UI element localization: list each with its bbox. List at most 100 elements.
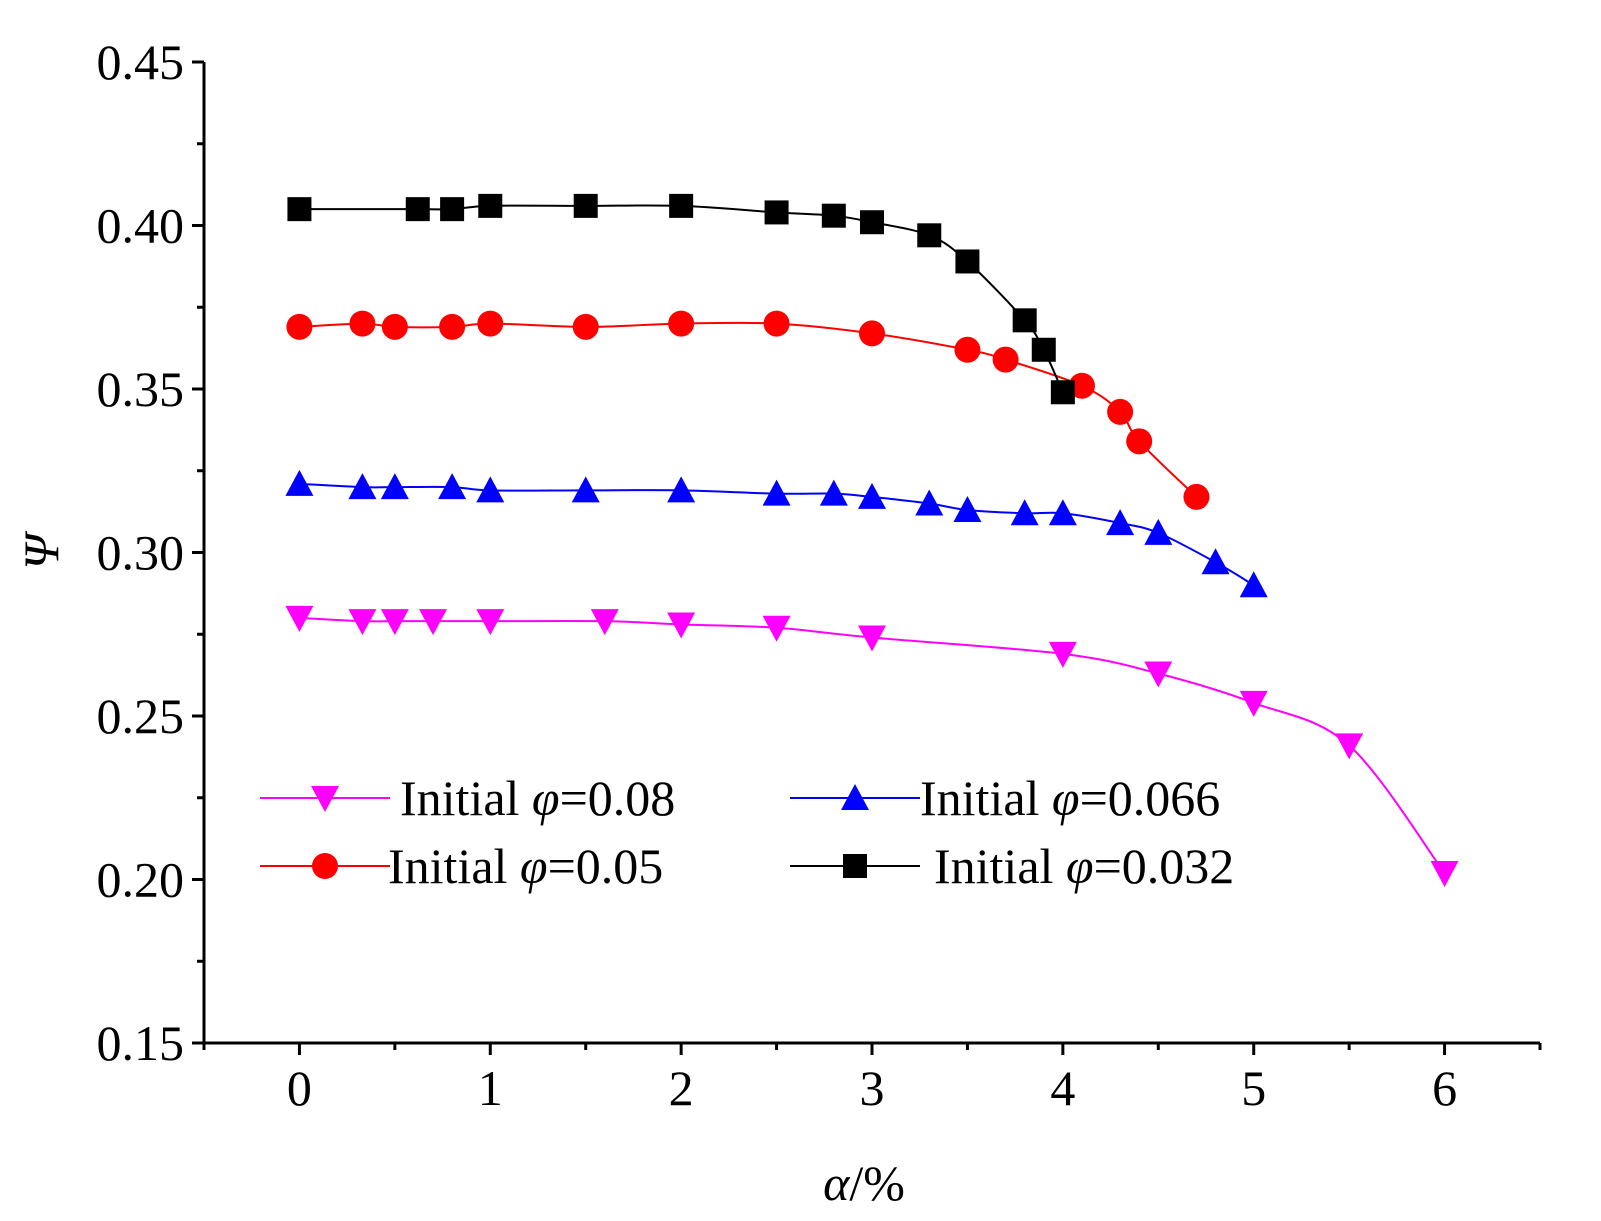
series-line xyxy=(299,321,1198,498)
data-point xyxy=(477,310,504,337)
series-2 xyxy=(286,310,1210,510)
y-tick-label: 0.30 xyxy=(97,525,185,581)
data-point xyxy=(419,609,448,636)
data-point xyxy=(1239,571,1268,598)
legend-item: Initial φ=0.032 xyxy=(790,838,1234,894)
data-point xyxy=(476,476,505,503)
data-point xyxy=(571,476,600,503)
legend-marker xyxy=(312,853,338,879)
legend-label: Initial φ=0.066 xyxy=(920,770,1220,826)
data-point xyxy=(1010,499,1039,526)
data-point xyxy=(380,473,409,500)
data-point xyxy=(1144,518,1173,545)
data-point xyxy=(478,193,503,218)
x-axis-title-variable: α xyxy=(823,1155,851,1211)
data-point xyxy=(764,200,789,225)
data-point xyxy=(1048,641,1077,668)
data-point xyxy=(821,203,846,228)
data-point xyxy=(762,615,791,642)
series-0 xyxy=(285,605,1459,887)
x-tick-label: 6 xyxy=(1432,1060,1457,1116)
legend-label-value: =0.05 xyxy=(548,838,664,894)
legend-marker xyxy=(311,786,339,812)
data-point xyxy=(440,197,465,222)
data-point xyxy=(348,609,377,636)
legend-item: Initial φ=0.08 xyxy=(260,770,675,826)
legend-label-value: =0.066 xyxy=(1080,770,1221,826)
x-tick-label: 5 xyxy=(1241,1060,1266,1116)
data-point xyxy=(668,310,695,337)
data-point xyxy=(572,313,599,340)
data-point xyxy=(573,193,598,218)
series-layer xyxy=(285,193,1459,887)
data-point xyxy=(858,482,886,509)
y-tick-label: 0.40 xyxy=(97,198,185,254)
legend-label-symbol: φ xyxy=(532,770,560,826)
data-point xyxy=(285,469,314,496)
data-point xyxy=(955,249,980,274)
data-point xyxy=(1335,733,1364,760)
data-point xyxy=(667,476,696,503)
data-point xyxy=(915,489,944,516)
x-tick-label: 1 xyxy=(478,1060,503,1116)
series-3 xyxy=(287,193,1075,405)
data-point xyxy=(953,495,982,522)
data-point xyxy=(1050,380,1075,405)
legend-marker xyxy=(843,854,867,878)
y-tick-label: 0.45 xyxy=(97,34,185,90)
x-tick-label: 0 xyxy=(287,1060,312,1116)
legend-label: Initial φ=0.05 xyxy=(388,838,663,894)
legend-label-value: =0.032 xyxy=(1094,838,1235,894)
data-point xyxy=(1012,308,1037,333)
data-point xyxy=(859,320,885,347)
data-point xyxy=(954,336,981,363)
data-point xyxy=(1126,428,1153,455)
legend-label-symbol: φ xyxy=(520,838,548,894)
data-point xyxy=(349,310,376,337)
data-point xyxy=(1031,337,1056,362)
data-point xyxy=(992,346,1019,373)
legend-label: Initial φ=0.08 xyxy=(400,770,675,826)
legend-label-prefix: Initial xyxy=(934,838,1066,894)
y-tick-label: 0.35 xyxy=(97,361,185,417)
data-point xyxy=(1183,483,1210,510)
series-1 xyxy=(285,469,1268,598)
data-point xyxy=(286,313,313,340)
data-point xyxy=(348,473,377,500)
y-axis-title: Ψ xyxy=(13,531,69,570)
series-line xyxy=(299,204,1064,393)
legend-label-symbol: φ xyxy=(1066,838,1094,894)
data-point xyxy=(438,473,467,500)
data-point xyxy=(380,609,409,636)
data-point xyxy=(1048,499,1077,526)
data-point xyxy=(763,310,790,337)
legend-label-symbol: φ xyxy=(1052,770,1080,826)
data-point xyxy=(285,605,314,632)
data-point xyxy=(819,479,848,506)
legend-label-prefix: Initial xyxy=(400,770,532,826)
x-tick-label: 4 xyxy=(1050,1060,1075,1116)
y-tick-label: 0.15 xyxy=(97,1015,185,1071)
legend-label: Initial φ=0.032 xyxy=(934,838,1234,894)
x-axis-title-unit: /% xyxy=(849,1155,905,1211)
data-point xyxy=(1106,509,1135,536)
data-point xyxy=(667,612,696,639)
data-point xyxy=(917,223,942,248)
data-point xyxy=(405,197,430,222)
data-point xyxy=(1430,860,1459,887)
legend-label-prefix: Initial xyxy=(388,838,520,894)
data-point xyxy=(439,313,466,340)
data-point xyxy=(1239,690,1268,717)
legend-item: Initial φ=0.066 xyxy=(790,770,1220,826)
data-point xyxy=(590,609,619,636)
data-point xyxy=(1144,661,1173,688)
series-line xyxy=(299,616,1446,874)
x-tick-label: 2 xyxy=(669,1060,694,1116)
data-point xyxy=(381,313,408,340)
x-tick-label: 3 xyxy=(860,1060,885,1116)
legend-marker xyxy=(841,784,869,810)
data-point xyxy=(1068,372,1095,399)
